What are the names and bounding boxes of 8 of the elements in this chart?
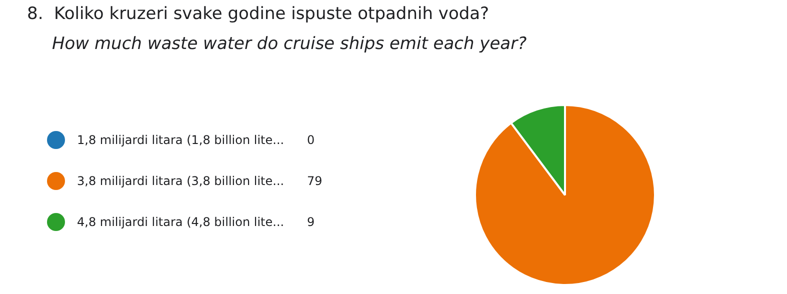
chart-subtitle: How much waste water do cruise ships emit each year? xyxy=(52,34,527,54)
chart-title: 8. Koliko kruzeri svake godine ispuste otpadnih voda? xyxy=(27,4,490,24)
legend-label: 4,8 milijardi litara (4,8 billion lite... xyxy=(77,215,286,229)
data-label: 9 xyxy=(307,215,315,229)
text: 0 xyxy=(307,133,315,147)
legend-label: 3,8 milijardi litara (3,8 billion lite... xyxy=(77,174,286,188)
data-label: 79 xyxy=(307,174,322,188)
legend-label: 1,8 milijardi litara (1,8 billion lite... xyxy=(77,133,286,147)
